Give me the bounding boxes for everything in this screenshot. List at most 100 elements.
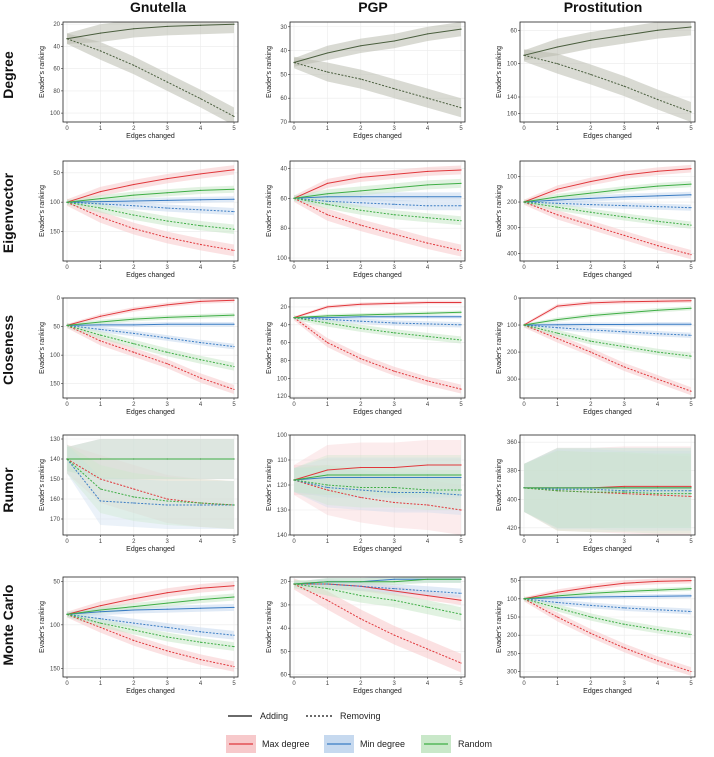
x-tick-label: 3 (166, 265, 170, 271)
y-tick-label: 140 (277, 533, 288, 539)
x-tick-label: 3 (623, 126, 627, 132)
point-random-removing (326, 484, 328, 486)
point-random-removing (99, 622, 101, 624)
point-min-degree-removing (200, 631, 202, 633)
point-random-removing (690, 492, 692, 495)
band-random-adding (67, 185, 234, 205)
series-min-degree-adding (66, 606, 235, 615)
series-min-degree-adding (294, 316, 461, 319)
series-min-degree-removing (66, 613, 235, 636)
y-tick-label: 30 (280, 603, 287, 609)
plot-area (66, 439, 235, 529)
point-max-degree-adding (427, 170, 429, 173)
y-axis-label: Evader's ranking (266, 601, 273, 653)
panel-eigenvector-prostitution: 0 1 2 3 4 5 100 200 300 400 Edges changed Evader's … (496, 160, 696, 279)
series-random-removing (523, 324, 692, 357)
point-random-adding (360, 474, 362, 476)
series-max-degree-removing (293, 583, 462, 664)
point-max-degree-removing (393, 370, 395, 372)
point-random-removing (623, 216, 625, 218)
x-tick-label: 2 (132, 539, 136, 545)
series-max-degree-adding (66, 585, 235, 615)
x-tick-label: 3 (623, 539, 627, 545)
point-min-degree-removing (360, 320, 362, 322)
x-tick-label: 2 (359, 265, 363, 271)
band-random-removing (524, 450, 691, 534)
x-tick-label: 5 (459, 126, 463, 132)
point-min-degree-removing (133, 622, 135, 624)
series-max-degree-removing (523, 201, 692, 256)
point-max-degree-removing (657, 494, 659, 496)
point-max-degree-removing (133, 228, 135, 230)
point-random-removing (233, 228, 235, 230)
point-max-degree-removing (657, 245, 659, 247)
point-min-degree-removing (133, 205, 135, 207)
legend-linetype: Adding Removing (228, 711, 381, 721)
point-max-degree-adding (556, 188, 559, 190)
x-tick-label: 3 (166, 681, 170, 687)
point-min-degree-removing (657, 609, 659, 611)
x-tick-label: 5 (232, 539, 236, 545)
y-tick-label: 20 (280, 305, 287, 311)
band-random-removing (294, 465, 461, 510)
series-random-adding (293, 311, 462, 319)
point-degree-adding (200, 24, 202, 26)
point-random-removing (690, 224, 692, 226)
point-random-removing (427, 217, 429, 219)
panel-eigenvector-gnutella: 0 1 2 3 4 5 50 100 150 Edges changed Evader's rank… (39, 160, 239, 279)
point-min-degree-adding (99, 611, 101, 613)
point-min-degree-removing (556, 488, 559, 490)
point-degree-removing (233, 115, 235, 118)
point-min-degree-removing (393, 588, 395, 590)
y-tick-label: 80 (280, 226, 287, 232)
point-random-removing (66, 324, 68, 327)
y-tick-label: 420 (507, 526, 518, 532)
x-tick-label: 4 (656, 539, 660, 545)
plot-area (523, 577, 692, 676)
point-degree-removing (590, 73, 592, 76)
point-random-removing (523, 487, 525, 489)
x-tick-label: 4 (199, 402, 203, 408)
y-tick-label: 100 (50, 111, 61, 117)
point-max-degree-removing (360, 618, 362, 620)
x-axis-label: Edges changed (583, 546, 632, 553)
point-max-degree-removing (233, 249, 235, 252)
x-tick-label: 5 (689, 539, 693, 545)
point-max-degree-removing (166, 236, 168, 239)
row-title-closeness: Closeness (0, 315, 16, 385)
series-max-degree-removing (523, 598, 692, 672)
row-title-eigenvector: Eigenvector (0, 172, 16, 253)
x-tick-label: 5 (232, 126, 236, 132)
x-tick-label: 0 (522, 265, 526, 271)
x-axis-label: Edges changed (353, 272, 402, 279)
point-degree-removing (360, 78, 362, 80)
point-random-removing (99, 488, 101, 490)
point-max-degree-adding (133, 598, 135, 600)
point-max-degree-removing (200, 659, 202, 661)
series-min-degree-adding (523, 194, 692, 203)
point-random-adding (590, 592, 592, 594)
point-random-removing (556, 206, 559, 208)
point-max-degree-removing (657, 660, 659, 662)
point-max-degree-adding (460, 599, 462, 601)
y-tick-label: 60 (280, 673, 287, 679)
point-min-degree-removing (360, 489, 362, 491)
x-axis-label: Edges changed (353, 546, 402, 553)
x-tick-label: 2 (589, 126, 593, 132)
point-max-degree-removing (427, 380, 429, 382)
point-random-adding (623, 188, 625, 190)
series-max-degree-adding (293, 464, 461, 481)
point-random-adding (166, 602, 168, 604)
panel-closeness-prostitution: 0 1 2 3 4 5 0 100 200 300 Edges changed Evader's ra… (496, 296, 696, 416)
legend-random-label: Random (458, 739, 492, 749)
panel-monte-carlo-gnutella: 0 1 2 3 4 5 50 100 150 Edges changed Evader's rank… (39, 576, 239, 695)
point-random-adding (556, 595, 559, 597)
point-degree-adding (133, 28, 135, 30)
x-tick-label: 4 (656, 681, 660, 687)
point-random-removing (360, 209, 362, 211)
point-max-degree-removing (427, 504, 429, 506)
point-max-degree-adding (657, 300, 659, 302)
y-tick-label: 0 (514, 296, 518, 302)
point-random-removing (393, 486, 395, 489)
x-tick-label: 2 (359, 681, 363, 687)
